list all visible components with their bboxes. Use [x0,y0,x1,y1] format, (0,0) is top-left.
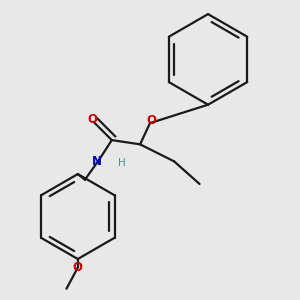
Text: O: O [87,113,97,127]
Text: H: H [118,158,126,168]
Text: N: N [92,155,102,168]
Text: O: O [146,114,156,127]
Text: O: O [73,261,83,274]
